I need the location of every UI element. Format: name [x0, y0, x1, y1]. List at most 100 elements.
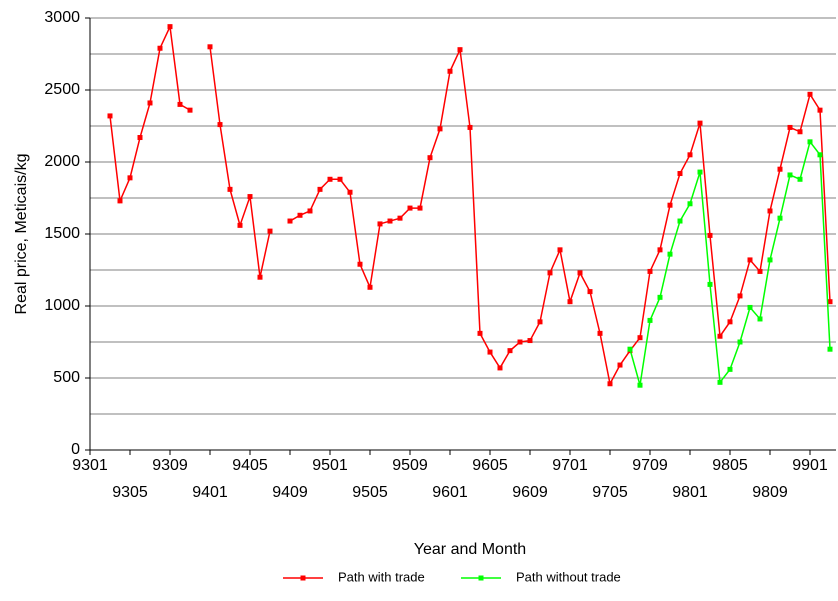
x-tick-label: 9501: [312, 457, 348, 474]
x-tick-label: 9705: [592, 484, 628, 501]
data-point: [217, 122, 223, 128]
data-point: [237, 222, 243, 228]
data-point: [717, 333, 723, 339]
data-point: [527, 338, 533, 344]
data-point: [697, 169, 703, 175]
data-point: [347, 189, 353, 195]
data-point: [117, 198, 123, 204]
data-point: [547, 270, 553, 276]
data-point: [457, 47, 463, 53]
data-point: [367, 284, 373, 290]
data-point: [667, 202, 673, 208]
data-point: [617, 362, 623, 368]
data-point: [807, 139, 813, 145]
data-point: [597, 330, 603, 336]
legend-marker: [478, 575, 484, 581]
data-point: [417, 205, 423, 211]
x-tick-label: 9601: [432, 484, 468, 501]
data-point: [777, 215, 783, 221]
data-point: [817, 152, 823, 158]
y-tick-label: 2000: [44, 153, 80, 170]
data-point: [767, 257, 773, 263]
data-point: [177, 101, 183, 107]
data-point: [287, 218, 293, 224]
data-point: [827, 299, 833, 305]
data-point: [167, 24, 173, 30]
data-point: [157, 45, 163, 51]
data-point: [137, 135, 143, 141]
data-point: [707, 281, 713, 287]
data-point: [657, 294, 663, 300]
data-point: [707, 232, 713, 238]
data-point: [717, 379, 723, 385]
x-tick-label: 9901: [792, 457, 828, 474]
x-tick-label: 9609: [512, 484, 548, 501]
data-point: [657, 247, 663, 253]
data-point: [207, 44, 213, 50]
data-point: [787, 124, 793, 130]
data-point: [817, 107, 823, 113]
x-tick-label: 9805: [712, 457, 748, 474]
legend-marker: [300, 575, 306, 581]
x-tick-label: 9605: [472, 457, 508, 474]
data-point: [567, 299, 573, 305]
data-point: [687, 201, 693, 207]
data-point: [427, 155, 433, 161]
data-point: [357, 261, 363, 267]
x-tick-label: 9401: [192, 484, 228, 501]
x-tick-label: 9409: [272, 484, 308, 501]
y-tick-label: 500: [53, 369, 80, 386]
x-tick-label: 9701: [552, 457, 588, 474]
data-point: [387, 218, 393, 224]
data-point: [467, 124, 473, 130]
data-point: [637, 382, 643, 388]
data-point: [647, 317, 653, 323]
data-point: [577, 270, 583, 276]
data-point: [797, 129, 803, 135]
data-point: [727, 366, 733, 372]
data-point: [297, 212, 303, 218]
y-axis-title: Real price, Meticais/kg: [13, 154, 30, 315]
data-point: [397, 215, 403, 221]
x-tick-label: 9801: [672, 484, 708, 501]
x-tick-label: 9301: [72, 457, 108, 474]
data-point: [127, 175, 133, 181]
data-point: [497, 365, 503, 371]
data-point: [667, 251, 673, 257]
data-point: [447, 68, 453, 74]
y-tick-label: 3000: [44, 9, 80, 26]
data-point: [747, 257, 753, 263]
y-tick-label: 1000: [44, 297, 80, 314]
data-point: [727, 319, 733, 325]
data-point: [307, 208, 313, 214]
data-point: [677, 171, 683, 177]
data-point: [587, 289, 593, 295]
data-point: [487, 349, 493, 355]
data-point: [377, 221, 383, 227]
x-tick-label: 9509: [392, 457, 428, 474]
data-point: [247, 194, 253, 200]
data-point: [187, 107, 193, 113]
data-point: [227, 186, 233, 192]
legend-label: Path with trade: [338, 569, 425, 584]
series-line: [109, 23, 831, 386]
data-point: [627, 346, 633, 352]
data-point: [257, 274, 263, 280]
data-point: [737, 339, 743, 345]
data-point: [827, 346, 833, 352]
data-point: [437, 126, 443, 132]
y-tick-label: 0: [71, 441, 80, 458]
y-tick-label: 1500: [44, 225, 80, 242]
data-point: [767, 208, 773, 214]
data-point: [777, 166, 783, 172]
x-tick-label: 9709: [632, 457, 668, 474]
data-point: [637, 335, 643, 341]
x-tick-label: 9809: [752, 484, 788, 501]
data-point: [797, 176, 803, 182]
data-point: [757, 268, 763, 274]
data-point: [647, 268, 653, 274]
data-point: [747, 304, 753, 310]
data-point: [517, 339, 523, 345]
data-point: [267, 228, 273, 234]
